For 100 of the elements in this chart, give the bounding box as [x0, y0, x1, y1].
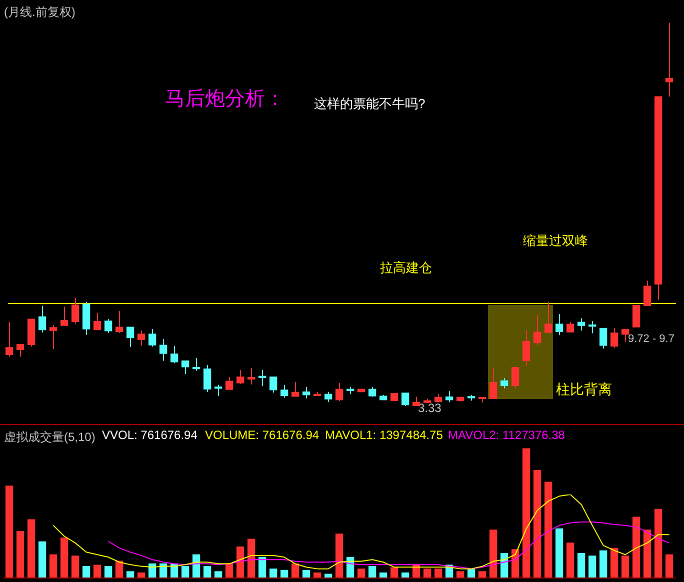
candlestick	[555, 314, 564, 336]
candlestick	[566, 322, 574, 333]
bar	[82, 566, 90, 578]
bar	[456, 571, 464, 578]
candlestick	[16, 343, 24, 358]
candlestick	[38, 306, 46, 333]
bar	[38, 541, 46, 578]
candlestick	[588, 320, 596, 334]
candlestick	[610, 328, 618, 348]
candlestick	[291, 381, 300, 397]
candlestick	[544, 302, 552, 333]
text: VVOL: 761676.94	[102, 428, 198, 443]
candlestick	[280, 384, 288, 398]
candlestick	[445, 390, 454, 403]
bar	[214, 571, 222, 578]
bar	[621, 556, 630, 578]
candlestick	[665, 22, 674, 98]
bar	[126, 571, 134, 578]
candlestick	[632, 304, 640, 328]
bar	[60, 537, 68, 578]
candlestick	[302, 386, 310, 399]
annotation: 3.33	[418, 401, 442, 416]
bar	[269, 568, 278, 578]
candlestick	[258, 370, 266, 387]
bar	[49, 554, 58, 578]
bar	[71, 556, 80, 578]
candlestick	[137, 330, 146, 346]
chart-title: 虚拟成交量(5,10)	[4, 429, 96, 446]
bar	[247, 538, 256, 578]
bar	[489, 530, 498, 578]
candlestick	[181, 360, 190, 374]
bar	[368, 566, 376, 578]
candlestick	[225, 376, 234, 390]
bar	[280, 570, 288, 578]
bar	[522, 448, 530, 578]
candlestick	[203, 364, 212, 392]
candlestick	[148, 328, 156, 348]
bar	[665, 554, 674, 578]
candlestick	[269, 376, 278, 394]
bar	[434, 568, 442, 578]
text: MAVOL1: 1397484.75	[325, 428, 443, 443]
candlestick	[511, 366, 520, 389]
candlestick	[599, 328, 608, 350]
bar	[654, 508, 662, 578]
bar	[423, 568, 432, 578]
candlestick	[93, 312, 102, 330]
bar	[335, 534, 344, 578]
candlestick	[115, 310, 124, 334]
bar	[588, 556, 596, 578]
bar	[643, 530, 652, 578]
bar	[236, 546, 244, 578]
candlestick	[159, 338, 168, 362]
candlestick	[60, 306, 68, 326]
candlestick	[71, 297, 80, 324]
bar	[5, 486, 14, 578]
candlestick	[335, 382, 344, 402]
bar	[533, 470, 542, 578]
candlestick	[247, 368, 256, 386]
bar	[544, 482, 552, 578]
candlestick	[324, 391, 332, 403]
candlestick	[126, 326, 134, 348]
bar	[16, 530, 24, 578]
candlestick	[5, 322, 14, 358]
bar	[478, 571, 486, 578]
bar	[181, 566, 190, 578]
bar	[291, 563, 300, 578]
bar	[203, 566, 212, 578]
bar	[302, 570, 310, 578]
candlestick	[104, 318, 112, 334]
candlestick	[577, 318, 586, 332]
text: MAVOL2: 1127376.38	[448, 428, 565, 443]
bar	[566, 542, 574, 578]
bar	[357, 568, 366, 578]
bar	[27, 519, 36, 578]
bar	[258, 556, 266, 578]
bar	[632, 516, 640, 578]
annotation: 缩量过双峰	[523, 233, 588, 249]
candlestick	[489, 368, 498, 400]
candlestick	[236, 370, 244, 385]
chart-title: (月线.前复权)	[4, 4, 76, 21]
candlestick	[500, 378, 508, 389]
bar	[104, 566, 112, 578]
bar	[390, 567, 398, 578]
candlestick	[621, 328, 630, 342]
annotation: 柱比背离	[556, 381, 612, 398]
text: VOLUME: 761676.94	[205, 428, 320, 443]
bar	[599, 550, 608, 578]
annotation: 拉高建仓	[380, 260, 432, 276]
annotation: 9.72 - 9.7	[628, 333, 674, 346]
candlestick	[522, 330, 530, 366]
candlestick	[170, 345, 178, 364]
bar	[610, 548, 618, 578]
bar	[93, 564, 102, 578]
candlestick	[368, 386, 376, 398]
candlestick	[401, 392, 410, 406]
candlestick	[533, 314, 542, 346]
annotation: 这样的票能不牛吗?	[314, 96, 426, 112]
annotation: 马后炮分析：	[165, 88, 285, 111]
bar	[577, 553, 586, 578]
candlestick	[192, 358, 200, 372]
